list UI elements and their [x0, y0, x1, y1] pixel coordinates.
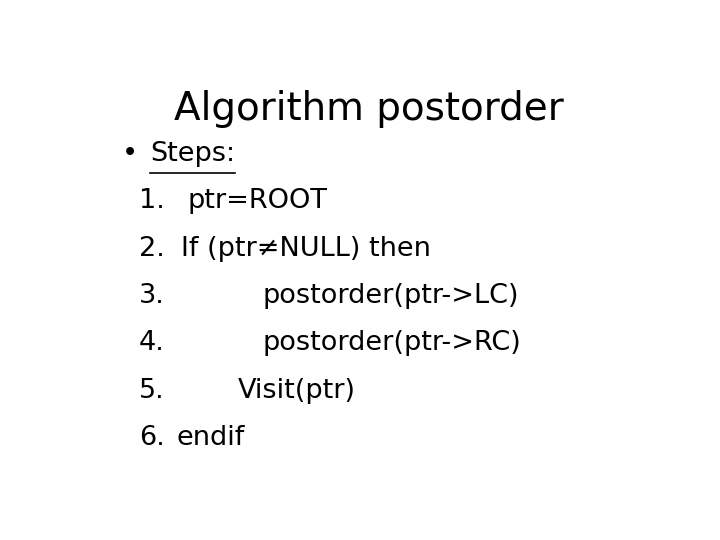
Text: 6.: 6.	[139, 425, 165, 451]
Text: Steps:: Steps:	[150, 141, 235, 167]
Text: Visit(ptr): Visit(ptr)	[238, 378, 356, 404]
Text: 5.: 5.	[139, 378, 165, 404]
Text: 4.: 4.	[139, 330, 165, 356]
Text: postorder(ptr->LC): postorder(ptr->LC)	[263, 283, 520, 309]
Text: ptr=ROOT: ptr=ROOT	[188, 188, 328, 214]
Text: If (ptr≠NULL) then: If (ptr≠NULL) then	[181, 235, 431, 261]
Text: 3.: 3.	[139, 283, 165, 309]
Text: •: •	[122, 141, 138, 167]
Text: endif: endif	[176, 425, 245, 451]
Text: 2.: 2.	[139, 235, 165, 261]
Text: postorder(ptr->RC): postorder(ptr->RC)	[263, 330, 522, 356]
Text: 1.: 1.	[139, 188, 165, 214]
Text: Algorithm postorder: Algorithm postorder	[174, 90, 564, 128]
